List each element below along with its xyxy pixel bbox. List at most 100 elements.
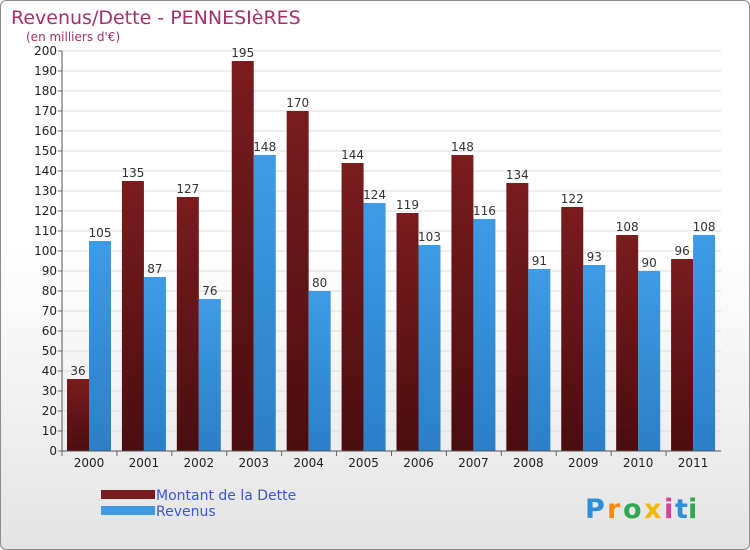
bar-revenus: [363, 203, 386, 451]
bar-revenus: [89, 241, 111, 451]
x-tick-label: 2000: [74, 456, 105, 470]
bar-dette: [396, 213, 419, 451]
data-label: 96: [674, 244, 689, 258]
bar-dette: [506, 183, 529, 451]
y-tick-label: 60: [42, 324, 57, 338]
bar-dette: [67, 379, 89, 451]
logo-letter: t: [675, 494, 689, 525]
data-label: 148: [253, 140, 276, 154]
data-label: 119: [396, 198, 419, 212]
logo-letter: P: [585, 494, 606, 525]
y-tick-label: 120: [34, 204, 57, 218]
x-tick-label: 2002: [184, 456, 215, 470]
bar-revenus: [308, 291, 331, 451]
y-tick-label: 110: [34, 224, 57, 238]
data-label: 122: [561, 192, 584, 206]
data-label: 103: [418, 230, 441, 244]
data-label: 134: [506, 168, 529, 182]
bar-dette: [121, 181, 144, 451]
data-labels: 36 105 135 87 127 76 195 148 170 80 144 124 119 103 14…: [70, 46, 715, 378]
y-tick-label: 90: [42, 264, 57, 278]
y-axis-ticks: 0 10 20 30 40 50 60 70 80 90 100 110 120 130 140 150 160…: [34, 44, 62, 458]
y-tick-label: 50: [42, 344, 57, 358]
bars: [67, 61, 716, 451]
bar-revenus: [198, 299, 221, 451]
data-label: 124: [363, 188, 386, 202]
data-label: 148: [451, 140, 474, 154]
logo-letter: i: [664, 494, 674, 525]
x-tick-label: 2004: [293, 456, 324, 470]
data-label: 105: [89, 226, 112, 240]
y-tick-label: 10: [42, 424, 57, 438]
bar-revenus: [693, 235, 716, 451]
y-tick-label: 180: [34, 84, 57, 98]
y-tick-label: 150: [34, 144, 57, 158]
bar-dette: [231, 61, 254, 451]
y-tick-label: 30: [42, 384, 57, 398]
bar-dette: [561, 207, 584, 451]
data-label: 127: [176, 182, 199, 196]
logo-letter: i: [688, 494, 698, 525]
x-tick-label: 2011: [678, 456, 709, 470]
bar-revenus: [583, 265, 606, 451]
data-label: 170: [286, 96, 309, 110]
y-tick-label: 20: [42, 404, 57, 418]
gridlines: [62, 50, 721, 452]
x-axis-ticks: 2000 2001 2002 2003 2004 2005 2006 2007 2008 2009…: [61, 451, 709, 470]
data-label: 116: [473, 204, 496, 218]
data-label: 144: [341, 148, 364, 162]
x-tick-label: 2009: [568, 456, 599, 470]
bar-dette: [616, 235, 639, 451]
bar-revenus: [253, 155, 276, 451]
bar-revenus: [473, 219, 496, 451]
y-tick-label: 190: [34, 64, 57, 78]
y-tick-label: 160: [34, 124, 57, 138]
y-tick-label: 80: [42, 284, 57, 298]
x-tick-label: 2010: [623, 456, 654, 470]
data-label: 80: [312, 276, 327, 290]
axes: [61, 51, 721, 452]
bar-revenus: [638, 271, 661, 451]
x-tick-label: 2001: [129, 456, 160, 470]
legend-swatch-debt: [101, 490, 155, 499]
bar-dette: [671, 259, 694, 451]
chart-subtitle: (en milliers d'€): [26, 30, 120, 44]
chart-title: Revenus/Dette - PENNESIèRES: [11, 7, 301, 29]
y-tick-label: 140: [34, 164, 57, 178]
data-label: 90: [642, 256, 657, 270]
x-tick-label: 2003: [238, 456, 269, 470]
y-tick-label: 40: [42, 364, 57, 378]
y-tick-label: 200: [34, 44, 57, 58]
legend: Montant de la Dette Revenus: [101, 488, 296, 520]
data-label: 195: [231, 46, 254, 60]
data-label: 108: [616, 220, 639, 234]
logo-letter: x: [644, 494, 662, 525]
legend-label-debt: Montant de la Dette: [156, 488, 296, 504]
data-label: 76: [202, 284, 217, 298]
y-tick-label: 130: [34, 184, 57, 198]
bar-dette: [451, 155, 474, 451]
bar-dette: [176, 197, 199, 451]
x-tick-label: 2008: [513, 456, 544, 470]
legend-swatch-revenus: [101, 506, 155, 515]
data-label: 108: [693, 220, 716, 234]
bar-revenus: [418, 245, 441, 451]
y-tick-label: 70: [42, 304, 57, 318]
y-tick-label: 170: [34, 104, 57, 118]
y-tick-label: 100: [34, 244, 57, 258]
logo-letter: r: [607, 494, 621, 525]
x-tick-label: 2007: [458, 456, 489, 470]
legend-label-revenus: Revenus: [156, 504, 216, 520]
data-label: 87: [147, 262, 162, 276]
data-label: 91: [532, 254, 547, 268]
x-tick-label: 2005: [348, 456, 379, 470]
bar-revenus: [143, 277, 166, 451]
y-tick-label: 0: [49, 444, 57, 458]
bar-dette: [341, 163, 364, 451]
bar-dette: [286, 111, 309, 451]
x-tick-label: 2006: [403, 456, 434, 470]
logo-letter: o: [623, 494, 643, 525]
